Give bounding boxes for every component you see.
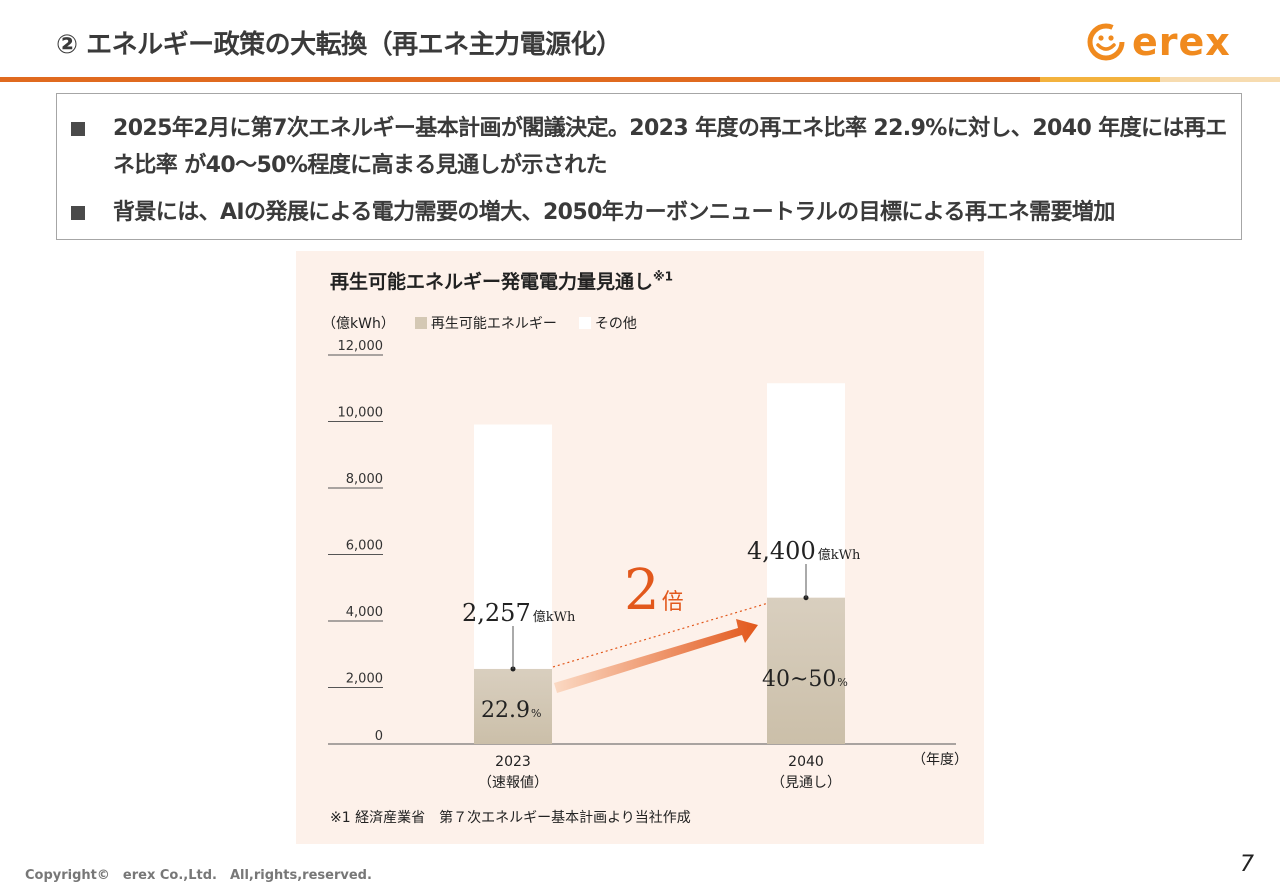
x-tick-label-2023: 2023 <box>495 754 531 770</box>
legend-swatch-other <box>578 317 591 329</box>
page-title: ② エネルギー政策の大転換（再エネ主力電源化） <box>56 30 622 60</box>
x-tick-label-2040: 2040 <box>788 754 824 770</box>
header-rule-accent <box>1040 77 1160 82</box>
chart-footnote: ※1 経済産業省 第７次エネルギー基本計画より当社作成 <box>330 810 691 826</box>
share-unit-2023: % <box>531 707 541 720</box>
bar-renewable-2023 <box>474 668 552 744</box>
value-unit-2023: 億kWh <box>533 609 576 625</box>
bar-chart: 12,000 10,000 8,000 6,000 4,000 2,000 0 2,257 億… <box>328 339 968 791</box>
x-tick-sublabel-2040: （見通し） <box>771 775 841 791</box>
y-tick-label: 4,000 <box>346 605 383 620</box>
erex-logo: erex <box>1086 20 1231 64</box>
y-tick-label: 10,000 <box>338 406 384 421</box>
growth-multiplier-label: 2倍 <box>624 558 684 623</box>
legend-swatch-renewable <box>414 317 427 329</box>
erex-logo-text: erex <box>1132 20 1231 64</box>
bar-other-2040 <box>767 383 845 598</box>
copyright: Copyright© erex Co.,Ltd. All,rights,rese… <box>25 868 372 883</box>
y-tick-label: 12,000 <box>338 339 384 354</box>
y-tick-label: 2,000 <box>346 672 383 687</box>
header-rule <box>0 77 1040 82</box>
share-unit-2040: % <box>837 676 847 689</box>
bullet-text: 2025年2月に第7次エネルギー基本計画が閣議決定。2023 年度の再エネ比率 … <box>113 116 1227 178</box>
chart-title-note: ※1 <box>653 269 674 284</box>
value-unit-2040: 億kWh <box>818 547 861 563</box>
bullet-item: 背景には、AIの発展による電力需要の増大、2050年カーボンニュートラルの目標に… <box>71 194 1233 231</box>
summary-box: 2025年2月に第7次エネルギー基本計画が閣議決定。2023 年度の再エネ比率 … <box>56 93 1242 240</box>
y-unit-label: （億kWh） <box>322 316 395 332</box>
bar-renewable-2040 <box>767 597 845 744</box>
chart-title: 再生可能エネルギー発電電力量見通し※1 <box>330 269 674 293</box>
header-rule-light <box>1160 77 1280 82</box>
page-number: 7 <box>1240 852 1254 877</box>
y-tick-label: 8,000 <box>346 472 383 487</box>
chart-panel: 再生可能エネルギー発電電力量見通し※1 （億kWh） 再生可能エネルギー その他… <box>296 251 984 844</box>
share-label-2040: 40~50% <box>762 667 848 692</box>
legend-label-other: その他 <box>594 316 637 332</box>
y-tick-label: 6,000 <box>346 539 383 554</box>
legend-label-renewable: 再生可能エネルギー <box>430 316 557 332</box>
growth-arrow-icon <box>554 619 758 693</box>
bullet-text: 背景には、AIの発展による電力需要の増大、2050年カーボンニュートラルの目標に… <box>113 200 1115 225</box>
growth-multiplier-unit: 倍 <box>662 590 684 615</box>
x-axis-label: （年度） <box>912 752 968 768</box>
bullet-item: 2025年2月に第7次エネルギー基本計画が閣議決定。2023 年度の再エネ比率 … <box>71 110 1233 184</box>
chart-legend: （億kWh） 再生可能エネルギー その他 <box>322 313 637 333</box>
trend-dotted-line <box>552 603 767 668</box>
x-tick-sublabel-2023: （速報値） <box>478 775 548 791</box>
square-bullet-icon <box>71 206 85 220</box>
y-tick-label: 0 <box>375 729 383 744</box>
value-label-2023: 2,257 億kWh <box>462 599 576 627</box>
square-bullet-icon <box>71 122 85 136</box>
erex-logo-icon <box>1087 23 1125 61</box>
